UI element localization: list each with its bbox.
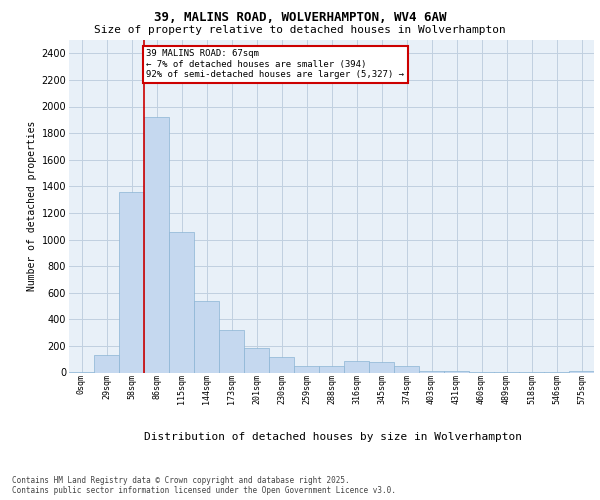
Bar — [369, 362, 394, 372]
Text: Contains HM Land Registry data © Crown copyright and database right 2025.
Contai: Contains HM Land Registry data © Crown c… — [12, 476, 396, 495]
Bar — [269, 356, 294, 372]
Bar — [169, 232, 194, 372]
Bar — [219, 330, 244, 372]
Bar — [144, 117, 169, 372]
Bar — [194, 300, 219, 372]
Bar — [319, 366, 344, 372]
Text: Size of property relative to detached houses in Wolverhampton: Size of property relative to detached ho… — [94, 25, 506, 35]
Bar — [569, 371, 594, 372]
Bar — [394, 366, 419, 372]
Text: 39, MALINS ROAD, WOLVERHAMPTON, WV4 6AW: 39, MALINS ROAD, WOLVERHAMPTON, WV4 6AW — [154, 11, 446, 24]
Bar — [294, 366, 319, 372]
Bar — [419, 371, 444, 372]
Bar — [244, 348, 269, 372]
Bar — [119, 192, 144, 372]
Text: Distribution of detached houses by size in Wolverhampton: Distribution of detached houses by size … — [144, 432, 522, 442]
Bar — [344, 360, 369, 372]
Bar — [94, 355, 119, 372]
Y-axis label: Number of detached properties: Number of detached properties — [28, 121, 37, 292]
Text: 39 MALINS ROAD: 67sqm
← 7% of detached houses are smaller (394)
92% of semi-deta: 39 MALINS ROAD: 67sqm ← 7% of detached h… — [146, 50, 404, 79]
Bar — [444, 371, 469, 372]
